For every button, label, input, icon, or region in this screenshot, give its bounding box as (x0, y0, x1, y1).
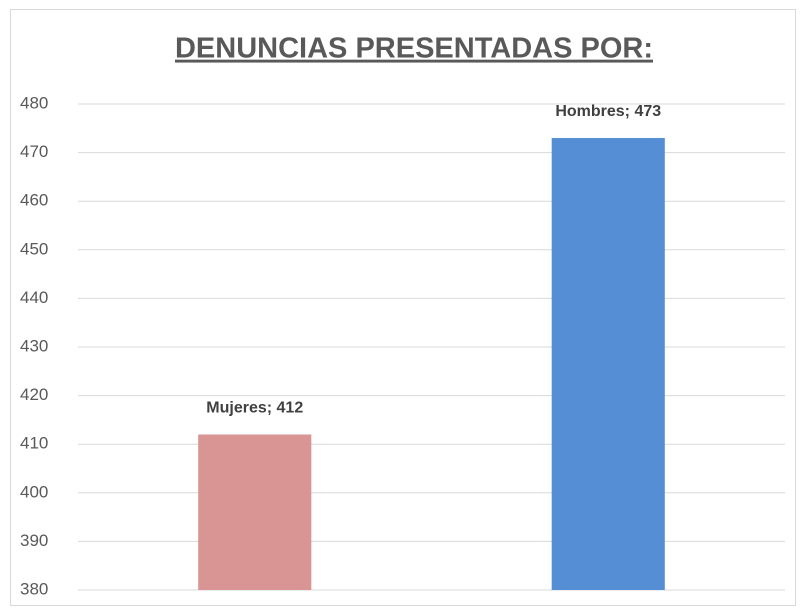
y-tick-label: 400 (20, 482, 48, 501)
y-tick-label: 480 (20, 93, 48, 112)
chart-title: DENUNCIAS PRESENTADAS POR: (175, 33, 653, 65)
data-label: Mujeres; 412 (206, 400, 303, 417)
y-tick-label: 420 (20, 385, 48, 404)
bar (551, 138, 665, 590)
data-label: Hombres; 473 (555, 103, 661, 120)
y-tick-label: 440 (20, 288, 48, 307)
y-tick-label: 450 (20, 239, 48, 258)
y-tick-label: 470 (20, 142, 48, 161)
bar (198, 434, 312, 590)
y-tick-label: 430 (20, 336, 48, 355)
y-tick-label: 380 (20, 579, 48, 598)
y-tick-label: 410 (20, 434, 48, 453)
y-tick-label: 390 (20, 531, 48, 550)
y-tick-label: 460 (20, 191, 48, 210)
chart-border (10, 9, 796, 606)
